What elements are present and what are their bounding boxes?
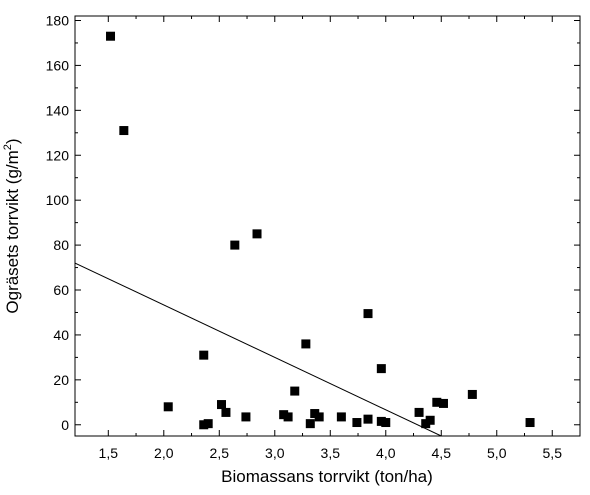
y-tick-label: 140 bbox=[46, 102, 70, 118]
data-point bbox=[314, 412, 324, 422]
y-tick-label: 0 bbox=[61, 417, 69, 433]
data-point bbox=[363, 309, 373, 319]
y-axis-ticks: 0 20 40 60 80 100 120 140 160 180 bbox=[46, 12, 580, 433]
y-tick-label: 40 bbox=[53, 327, 69, 343]
data-point bbox=[230, 240, 240, 250]
data-point bbox=[376, 364, 386, 374]
data-point bbox=[305, 419, 315, 429]
data-point bbox=[252, 229, 262, 239]
x-tick-label: 1,5 bbox=[99, 445, 119, 461]
y-tick-label: 180 bbox=[46, 12, 70, 28]
y-axis-title: Ogräsets torrvikt (g/m2) bbox=[2, 138, 22, 313]
data-point bbox=[106, 31, 116, 41]
plot-frame bbox=[74, 15, 581, 437]
data-point bbox=[217, 400, 227, 410]
x-tick-label: 3,0 bbox=[265, 445, 285, 461]
data-point bbox=[301, 339, 311, 349]
x-tick-label: 3,5 bbox=[321, 445, 341, 461]
x-tick-label: 5,5 bbox=[543, 445, 563, 461]
data-point bbox=[221, 407, 231, 417]
x-axis-title: Biomassans torrvikt (ton/ha) bbox=[221, 467, 433, 486]
data-point bbox=[381, 418, 391, 428]
x-tick-label: 2,0 bbox=[154, 445, 174, 461]
trendline-layer bbox=[75, 262, 442, 436]
x-tick-label: 4,0 bbox=[376, 445, 396, 461]
y-tick-label: 80 bbox=[53, 237, 69, 253]
data-point bbox=[241, 412, 251, 422]
y-tick-label: 100 bbox=[46, 192, 70, 208]
data-point bbox=[363, 414, 373, 424]
trendline bbox=[75, 262, 442, 436]
data-point bbox=[438, 398, 448, 408]
data-point bbox=[203, 419, 213, 429]
data-point bbox=[432, 397, 442, 407]
data-point bbox=[163, 402, 173, 412]
data-point bbox=[199, 350, 209, 360]
y-axis-title-superscript: 2 bbox=[2, 144, 14, 150]
x-axis-ticks: 1,5 2,0 2,5 3,0 3,5 4,0 4,5 5,0 5,5 bbox=[99, 16, 563, 461]
data-point bbox=[283, 412, 293, 422]
data-point bbox=[425, 415, 435, 425]
data-point bbox=[414, 407, 424, 417]
y-axis-title-text: Ogräsets torrvikt (g/m bbox=[3, 150, 22, 313]
x-tick-label: 2,5 bbox=[210, 445, 230, 461]
data-point bbox=[352, 418, 362, 428]
y-tick-label: 60 bbox=[53, 282, 69, 298]
x-tick-label: 4,5 bbox=[432, 445, 452, 461]
points-layer bbox=[106, 31, 535, 430]
data-point bbox=[119, 126, 129, 136]
data-point bbox=[467, 389, 477, 399]
data-point bbox=[290, 386, 300, 396]
y-tick-label: 120 bbox=[46, 147, 70, 163]
y-tick-label: 160 bbox=[46, 57, 70, 73]
y-tick-label: 20 bbox=[53, 372, 69, 388]
x-tick-label: 5,0 bbox=[487, 445, 507, 461]
y-axis-title-closing: ) bbox=[3, 138, 22, 144]
data-point bbox=[336, 412, 346, 422]
data-point bbox=[525, 418, 535, 428]
